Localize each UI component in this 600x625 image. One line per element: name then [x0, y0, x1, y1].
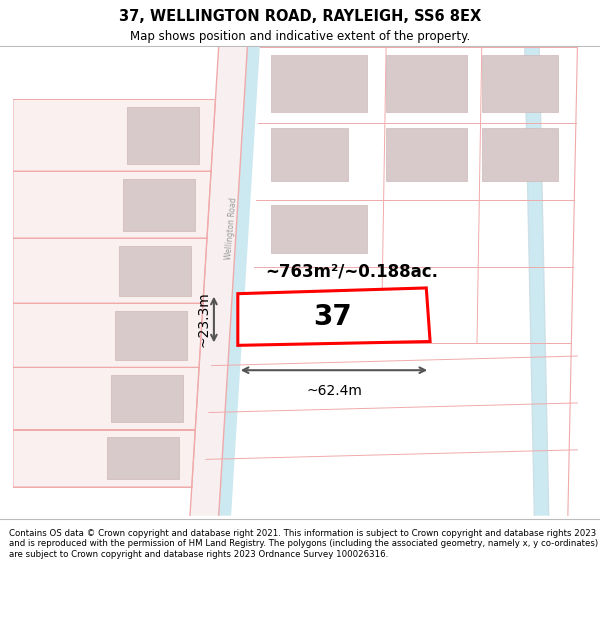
Polygon shape — [13, 429, 196, 487]
Polygon shape — [190, 47, 247, 516]
Bar — [271, 128, 348, 181]
Polygon shape — [13, 303, 203, 368]
Bar — [119, 246, 191, 296]
Text: 37: 37 — [314, 303, 352, 331]
Polygon shape — [13, 368, 199, 429]
Polygon shape — [238, 288, 430, 346]
Polygon shape — [218, 47, 260, 516]
Bar — [127, 107, 199, 164]
Bar — [482, 128, 558, 181]
Text: 37, WELLINGTON ROAD, RAYLEIGH, SS6 8EX: 37, WELLINGTON ROAD, RAYLEIGH, SS6 8EX — [119, 9, 481, 24]
Bar — [271, 54, 367, 112]
Text: ~763m²/~0.188ac.: ~763m²/~0.188ac. — [266, 262, 439, 281]
Text: Wellington Road: Wellington Road — [224, 197, 238, 260]
Polygon shape — [13, 171, 211, 238]
Polygon shape — [13, 99, 215, 171]
Bar — [111, 375, 183, 422]
Bar — [115, 311, 187, 360]
Bar — [386, 128, 467, 181]
Polygon shape — [13, 238, 207, 303]
Text: ~23.3m: ~23.3m — [196, 292, 210, 348]
Polygon shape — [525, 47, 549, 516]
Text: Contains OS data © Crown copyright and database right 2021. This information is : Contains OS data © Crown copyright and d… — [9, 529, 598, 559]
Text: Map shows position and indicative extent of the property.: Map shows position and indicative extent… — [130, 31, 470, 44]
Bar — [271, 205, 367, 252]
Bar — [107, 437, 179, 479]
Bar — [123, 179, 195, 231]
Bar — [482, 54, 558, 112]
Bar — [386, 54, 467, 112]
Text: ~62.4m: ~62.4m — [306, 384, 362, 398]
